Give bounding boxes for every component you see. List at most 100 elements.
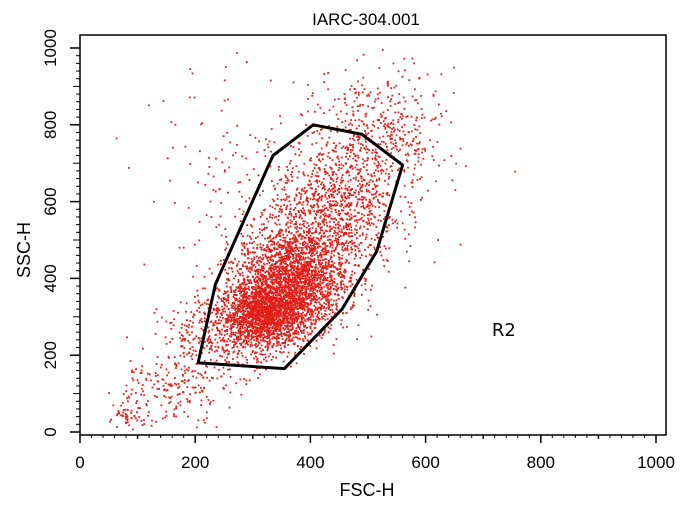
scatter-point — [303, 301, 306, 304]
scatter-point — [311, 260, 314, 263]
scatter-point — [289, 208, 292, 210]
scatter-point — [385, 168, 388, 171]
scatter-point — [258, 268, 261, 271]
scatter-point — [348, 143, 351, 146]
scatter-point — [296, 320, 298, 323]
scatter-point — [266, 244, 269, 246]
scatter-point — [285, 291, 287, 294]
scatter-point — [266, 291, 269, 294]
scatter-point — [302, 299, 304, 302]
scatter-point — [278, 268, 281, 271]
scatter-point — [404, 133, 406, 136]
scatter-point — [234, 314, 236, 317]
scatter-point — [305, 124, 307, 126]
scatter-point — [306, 331, 309, 334]
scatter-point — [240, 287, 242, 289]
scatter-point — [314, 276, 317, 279]
scatter-point — [277, 260, 280, 262]
scatter-point — [358, 243, 361, 246]
scatter-point — [378, 206, 380, 209]
scatter-point — [269, 204, 271, 207]
scatter-point — [302, 252, 304, 255]
scatter-point — [364, 288, 367, 291]
scatter-point — [414, 226, 416, 229]
scatter-point — [296, 226, 298, 228]
scatter-point — [254, 300, 257, 303]
scatter-point — [299, 257, 302, 259]
scatter-point — [281, 281, 283, 283]
scatter-point — [239, 303, 242, 306]
scatter-point — [370, 212, 372, 215]
scatter-point — [354, 155, 357, 157]
scatter-point — [254, 331, 256, 334]
scatter-point — [279, 293, 282, 296]
scatter-point — [282, 267, 285, 270]
scatter-point — [280, 205, 282, 208]
scatter-point — [295, 220, 297, 223]
scatter-point — [276, 313, 279, 316]
scatter-point — [262, 289, 265, 291]
scatter-point — [325, 221, 328, 224]
scatter-point — [305, 274, 307, 277]
scatter-point — [281, 291, 284, 294]
scatter-point — [285, 334, 288, 337]
scatter-point — [303, 281, 305, 283]
scatter-point — [342, 232, 345, 235]
scatter-point — [279, 231, 282, 234]
scatter-point — [237, 352, 240, 355]
scatter-point — [272, 333, 275, 335]
scatter-point — [309, 262, 312, 264]
scatter-point — [285, 294, 288, 297]
scatter-point — [250, 321, 253, 323]
scatter-point — [273, 315, 276, 318]
scatter-point — [299, 255, 302, 258]
scatter-point — [246, 328, 248, 331]
scatter-point — [260, 298, 263, 300]
scatter-point — [250, 281, 252, 284]
scatter-point — [270, 270, 273, 273]
scatter-point — [272, 321, 275, 324]
scatter-point — [329, 309, 332, 311]
scatter-point — [207, 307, 210, 310]
scatter-point — [255, 326, 257, 329]
scatter-point — [352, 135, 355, 137]
scatter-point — [250, 224, 252, 227]
scatter-point — [240, 295, 243, 297]
scatter-point — [285, 277, 288, 280]
scatter-point — [324, 251, 327, 254]
scatter-point — [237, 332, 240, 335]
scatter-point — [338, 142, 341, 145]
scatter-point — [259, 335, 261, 338]
scatter-point — [298, 315, 301, 317]
scatter-point — [348, 204, 351, 206]
scatter-point — [273, 327, 276, 330]
scatter-point — [329, 327, 332, 330]
scatter-point — [286, 286, 288, 289]
scatter-point — [319, 160, 322, 163]
scatter-point — [310, 308, 313, 311]
scatter-point — [293, 287, 296, 290]
scatter-point — [265, 282, 268, 284]
scatter-point — [370, 203, 373, 205]
scatter-point — [269, 319, 272, 322]
scatter-point — [224, 292, 227, 295]
scatter-point — [323, 215, 326, 218]
scatter-point — [313, 282, 316, 284]
scatter-point — [233, 340, 235, 343]
scatter-point — [302, 244, 304, 247]
scatter-point — [312, 289, 315, 291]
scatter-point — [328, 299, 331, 302]
scatter-point — [295, 258, 297, 261]
scatter-point — [276, 309, 278, 312]
scatter-point — [333, 150, 336, 153]
scatter-point — [239, 329, 242, 332]
scatter-point — [344, 187, 347, 190]
scatter-point — [283, 314, 286, 317]
scatter-point — [235, 294, 238, 297]
scatter-point — [257, 278, 260, 281]
scatter-point — [258, 328, 261, 331]
scatter-point — [354, 159, 357, 162]
scatter-point — [314, 240, 317, 243]
scatter-point — [307, 174, 309, 177]
scatter-point — [282, 316, 285, 318]
